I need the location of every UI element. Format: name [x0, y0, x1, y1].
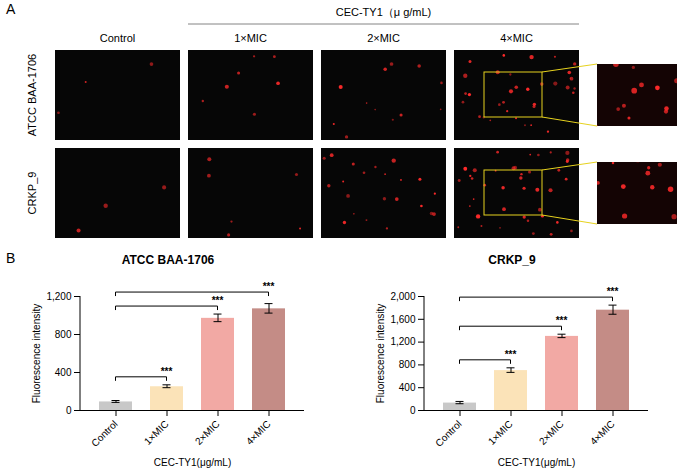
svg-text:A: A: [6, 1, 16, 17]
svg-text:0: 0: [66, 405, 72, 416]
svg-text:***: ***: [505, 349, 517, 360]
html-text:ATCC BAA-1706: ATCC BAA-1706: [121, 253, 215, 267]
svg-text:Fluorescence intensity: Fluorescence intensity: [31, 304, 42, 404]
svg-text:Control: Control: [100, 32, 135, 44]
svg-text:4×MIC: 4×MIC: [244, 418, 273, 447]
svg-text:400: 400: [55, 367, 72, 378]
svg-text:Control: Control: [433, 418, 464, 449]
svg-text:1,600: 1,600: [390, 314, 415, 325]
svg-text:2×MIC: 2×MIC: [367, 32, 400, 44]
svg-text:1,200: 1,200: [46, 291, 71, 302]
svg-text:1×MIC: 1×MIC: [234, 32, 267, 44]
svg-text:CEC-TY1(μg/mL): CEC-TY1(μg/mL): [498, 457, 575, 468]
svg-text:Control: Control: [89, 418, 120, 449]
svg-text:2×MIC: 2×MIC: [193, 418, 222, 447]
svg-text:1×MIC: 1×MIC: [486, 418, 515, 447]
html-text:CRKP_9: CRKP_9: [488, 253, 536, 267]
svg-text:***: ***: [556, 315, 568, 326]
svg-text:2×MIC: 2×MIC: [537, 418, 566, 447]
svg-text:CEC-TY1(μg/mL): CEC-TY1(μg/mL): [154, 457, 231, 468]
svg-text:4×MIC: 4×MIC: [500, 32, 533, 44]
svg-text:2,000: 2,000: [390, 291, 415, 302]
svg-text:800: 800: [399, 359, 416, 370]
svg-text:ATCC BAA-1706: ATCC BAA-1706: [26, 54, 38, 136]
svg-text:4×MIC: 4×MIC: [588, 418, 617, 447]
svg-text:800: 800: [55, 329, 72, 340]
svg-text:CRKP_9: CRKP_9: [26, 172, 38, 215]
svg-text:1,200: 1,200: [390, 336, 415, 347]
svg-text:***: ***: [161, 366, 173, 377]
svg-text:***: ***: [263, 281, 275, 292]
svg-text:***: ***: [607, 286, 619, 297]
svg-text:400: 400: [399, 382, 416, 393]
svg-text:Fluorescence intensity: Fluorescence intensity: [375, 304, 386, 404]
svg-text:CEC-TY1（μ g/mL): CEC-TY1（μ g/mL): [336, 6, 432, 18]
svg-text:0: 0: [410, 405, 416, 416]
svg-text:1×MIC: 1×MIC: [142, 418, 171, 447]
html-text:B: B: [6, 250, 16, 266]
svg-text:***: ***: [212, 295, 224, 306]
